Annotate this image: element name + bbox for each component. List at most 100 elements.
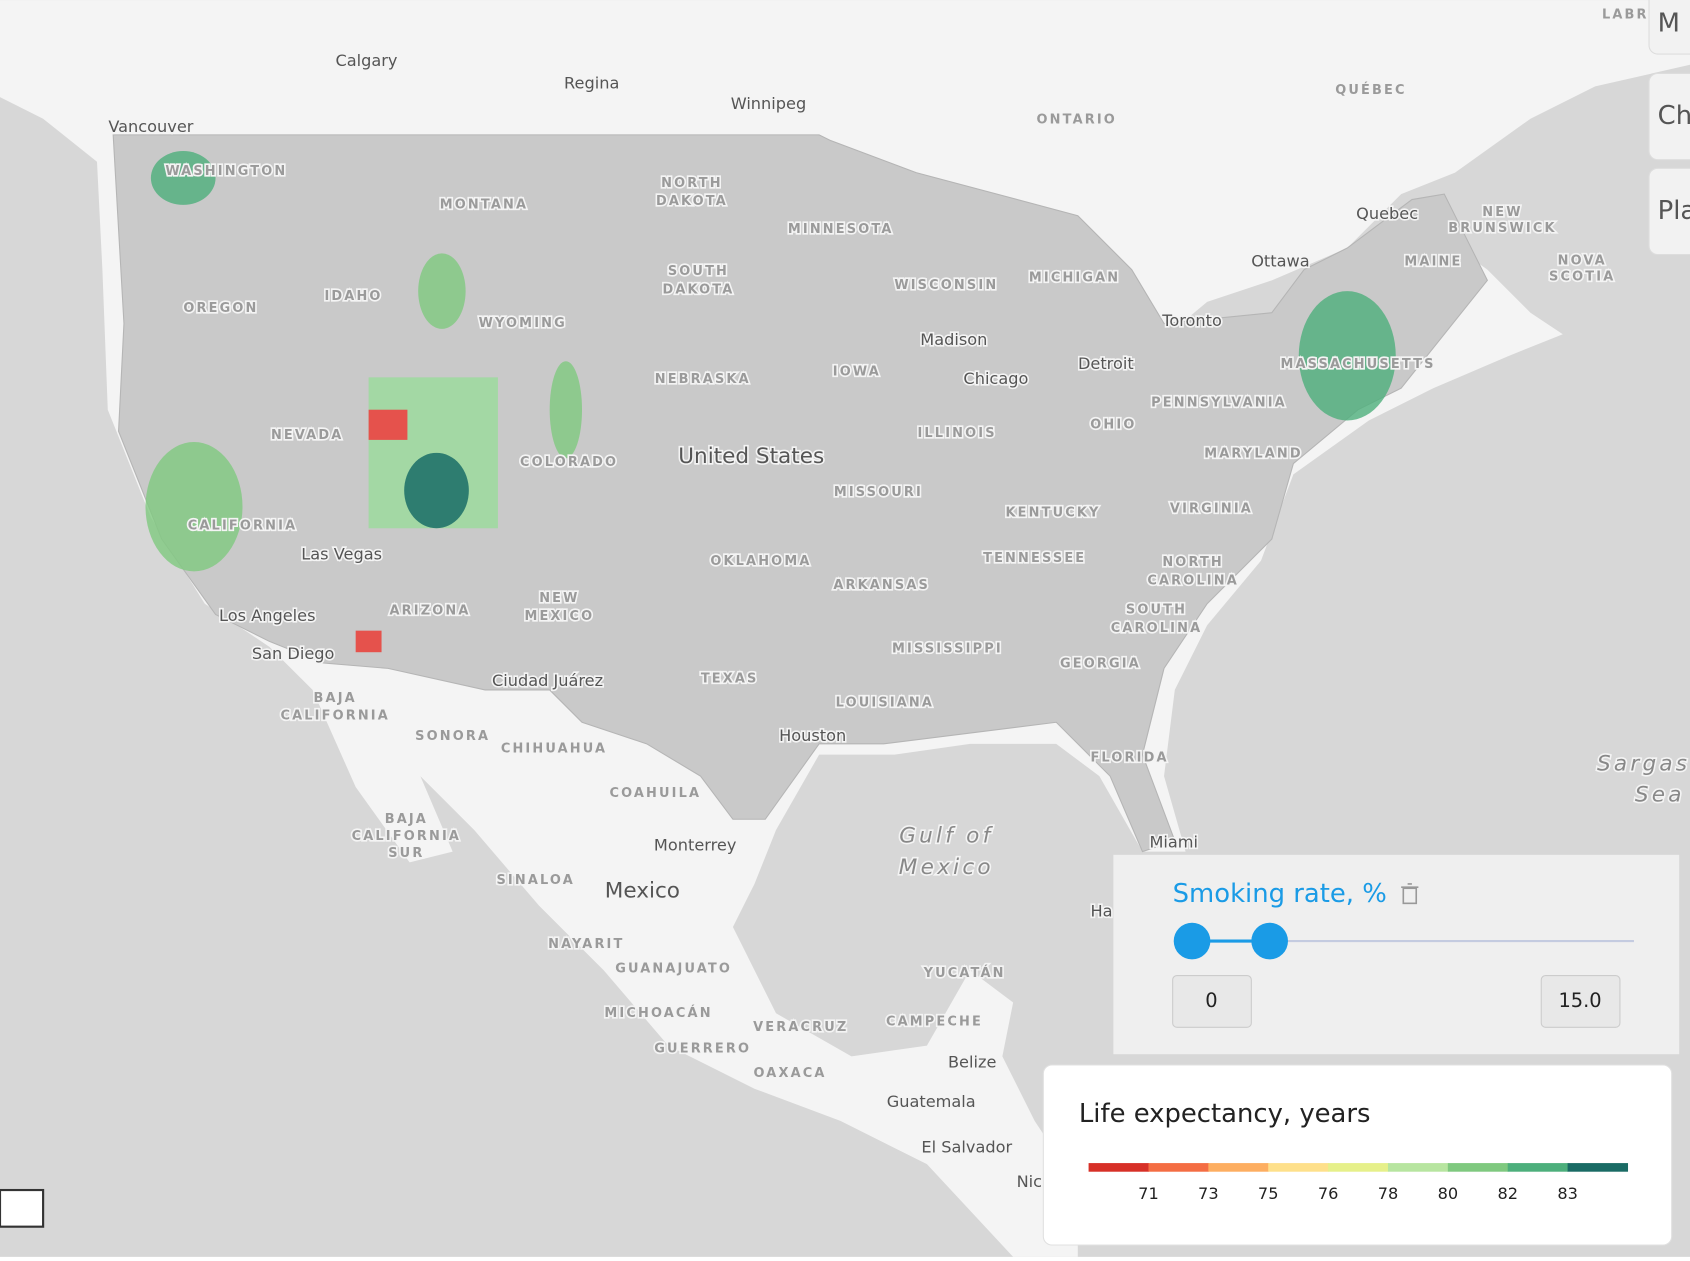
hex-patches [145, 151, 1396, 653]
corner-box[interactable] [0, 1188, 45, 1228]
legend-swatch [1567, 1163, 1629, 1172]
map-label: CHIHUAHUA [501, 742, 607, 757]
max-input[interactable] [1540, 975, 1621, 1028]
patch [145, 442, 243, 572]
legend-tick-label: 78 [1378, 1184, 1399, 1203]
map-label: MONTANA [440, 197, 528, 212]
map-label: CALIFORNIA [188, 519, 297, 534]
map-label: YUCATÁN [923, 965, 1006, 981]
map-label: SINALOA [496, 873, 574, 888]
map-label: Mexico [605, 878, 680, 903]
side-button-label: Pla [1658, 196, 1690, 226]
map-label: Ottawa [1251, 252, 1309, 271]
side-button-label: M [1658, 8, 1680, 38]
legend-swatch [1268, 1163, 1329, 1172]
map-label: Gulf of [899, 824, 993, 849]
legend-tick-label: 76 [1318, 1184, 1339, 1203]
map-label: ARKANSAS [833, 578, 930, 593]
map-label: LOUISIANA [836, 695, 934, 710]
map-label: TENNESSEE [983, 551, 1086, 566]
map-label: Los Angeles [219, 606, 315, 625]
map-label: ONTARIO [1037, 112, 1117, 127]
map-label: Las Vegas [301, 545, 382, 564]
patch [549, 361, 583, 459]
map-label: COAHUILA [609, 786, 701, 801]
map-label: Vancouver [108, 117, 193, 136]
map-label: PENNSYLVANIA [1151, 396, 1287, 411]
map-label: OAXACA [754, 1066, 827, 1081]
map-label: CAMPECHE [886, 1014, 983, 1029]
map-label: MEXICO [524, 609, 594, 624]
map-label: NEBRASKA [655, 372, 751, 387]
legend-scale: 71 73 75 76 78 80 82 83 [1088, 1163, 1629, 1203]
legend-tick-label: 75 [1258, 1184, 1279, 1203]
map-label: Calgary [335, 51, 397, 70]
map-label: MICHOACÁN [604, 1005, 712, 1021]
patch [404, 452, 469, 529]
map-label: DAKOTA [662, 283, 734, 298]
map-label: MAINE [1404, 255, 1462, 270]
map-label: IDAHO [324, 289, 382, 304]
legend-swatch [1328, 1163, 1389, 1172]
map-label: SUR [388, 846, 424, 861]
map-label: SONORA [415, 729, 490, 744]
map-label: El Salvador [921, 1138, 1012, 1157]
map-label: Madison [920, 330, 987, 349]
map-label: Miami [1149, 832, 1198, 851]
map-label: DAKOTA [656, 194, 728, 209]
map-label: NEVADA [271, 428, 343, 443]
map-label: OREGON [183, 301, 258, 316]
map-label: NORTH [1162, 555, 1224, 570]
map-label: Winnipeg [731, 94, 807, 113]
max-input-text: 15.0 [1558, 989, 1601, 1012]
slider-handle[interactable] [1251, 922, 1288, 960]
filter-title: Smoking rate, % [1173, 879, 1387, 909]
slider-handle[interactable] [1173, 922, 1211, 960]
map-label: Regina [564, 74, 619, 93]
map-label: NOVA [1558, 253, 1607, 268]
map-label: United States [678, 444, 824, 469]
map-label: Nic [1017, 1172, 1042, 1191]
map-label: IOWA [833, 364, 881, 379]
map-label: MINNESOTA [788, 222, 894, 237]
map-label: CALIFORNIA [280, 708, 389, 723]
map-label: Guatemala [887, 1092, 976, 1111]
side-button-label: Ch [1658, 101, 1690, 131]
side-button[interactable] [1648, 72, 1690, 161]
map-label: Mexico [899, 855, 994, 880]
legend-swatch [1088, 1163, 1150, 1172]
map-label: TEXAS [701, 672, 759, 687]
map-label: NORTH [661, 176, 723, 191]
map-label: QUÉBEC [1335, 82, 1406, 98]
legend-panel [1042, 1064, 1673, 1246]
map-label: NAYARIT [548, 937, 624, 952]
map-label: NEW [539, 591, 579, 606]
map-label: FLORIDA [1090, 750, 1168, 765]
min-input[interactable] [1172, 975, 1252, 1028]
legend-tick-label: 73 [1198, 1184, 1219, 1203]
map-label: COLORADO [520, 455, 618, 470]
map-label: SOUTH [668, 264, 729, 279]
map-labels: Calgary Regina Winnipeg Vancouver ONTARIO QUÉ… [107, 6, 1690, 1192]
map-label: MISSOURI [834, 485, 923, 500]
delete-icon[interactable] [1401, 883, 1419, 905]
map-label: WISCONSIN [894, 278, 998, 293]
map-label: VERACRUZ [753, 1020, 848, 1035]
map-label: CALIFORNIA [352, 829, 461, 844]
map-label: NEW [1482, 205, 1522, 220]
legend-tick-label: 82 [1497, 1184, 1518, 1203]
map-label: OKLAHOMA [710, 554, 811, 569]
legend-swatch [1507, 1163, 1569, 1172]
patch [368, 409, 408, 440]
map-label: Sargas [1597, 751, 1690, 776]
map-label: MARYLAND [1204, 446, 1302, 461]
map-label: ILLINOIS [917, 426, 996, 441]
map-label: VIRGINIA [1170, 501, 1253, 516]
map-label: CAROLINA [1147, 574, 1239, 589]
side-button[interactable] [1648, 0, 1690, 55]
side-button[interactable] [1648, 167, 1690, 256]
map-label: Quebec [1356, 204, 1418, 223]
patch [1298, 291, 1396, 421]
